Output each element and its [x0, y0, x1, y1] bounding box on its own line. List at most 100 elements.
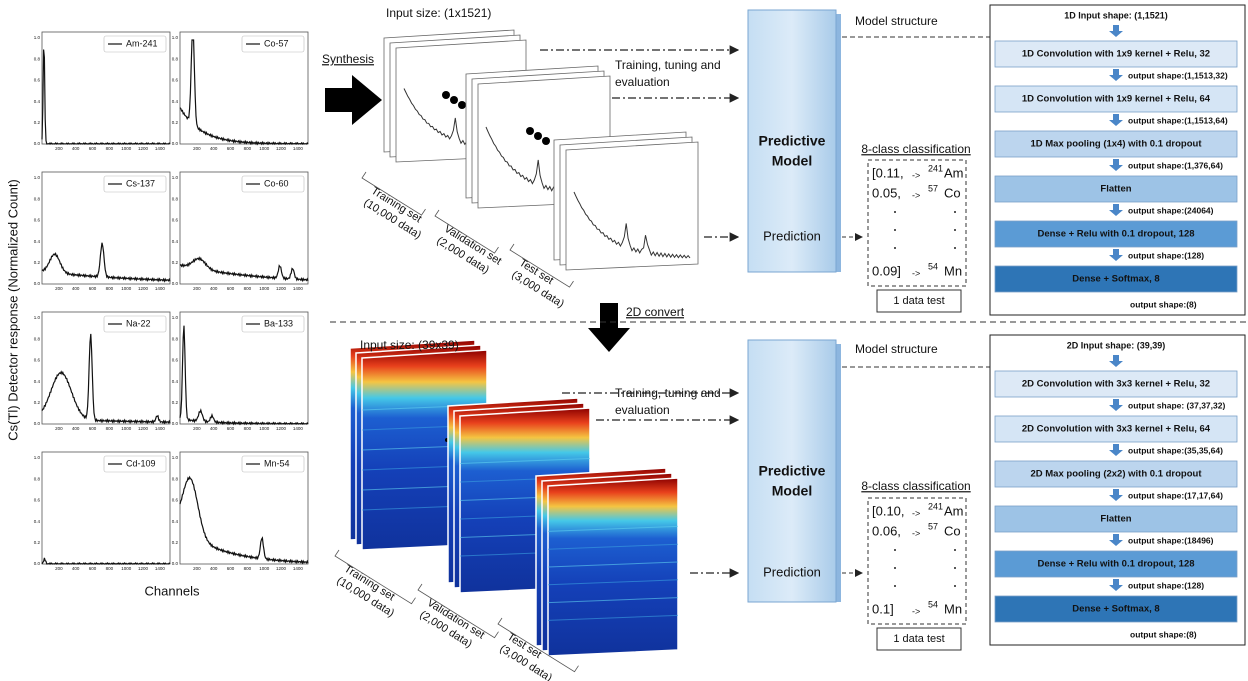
diagram: Cs(Tl) Detector response (Normalized Cou…	[0, 0, 1248, 681]
spectrum-curve	[42, 334, 170, 423]
spectrum-y-tick: 0.2	[172, 260, 179, 265]
vector-dot	[954, 211, 956, 213]
spectrum-x-tick: 1000	[121, 426, 132, 431]
vector-dot	[954, 229, 956, 231]
output-isotope: Am	[944, 503, 964, 518]
output-arrow: ->	[912, 528, 920, 538]
layer-output: output shape: (37,37,32)	[1128, 400, 1225, 410]
output-isotope: Mn	[944, 263, 962, 278]
legend-label: Mn-54	[264, 458, 290, 468]
spectrum-x-tick: 400	[72, 426, 80, 431]
spectrum-x-tick: 800	[106, 426, 114, 431]
spectrum-y-tick: 0.4	[34, 99, 41, 104]
spectrum-x-tick: 800	[106, 566, 114, 571]
spectrum-curve	[42, 243, 170, 282]
ellipsis-dot	[534, 132, 542, 140]
spectrum-x-tick: 1400	[293, 286, 304, 291]
spectrum-y-tick: 0.0	[34, 421, 41, 426]
x-axis-label: Channels	[145, 583, 200, 598]
spectrum-y-tick: 0.2	[172, 120, 179, 125]
ellipsis-dot	[526, 127, 534, 135]
spectrum-x-tick: 1400	[155, 426, 166, 431]
spectrum-x-tick: 800	[244, 146, 252, 151]
spectrum-x-tick: 1000	[259, 566, 270, 571]
spectrum-y-tick: 0.0	[172, 281, 179, 286]
spectrum-y-tick: 0.6	[34, 218, 41, 223]
spectrum-y-tick: 1.0	[34, 455, 41, 460]
layer-name: Dense + Softmax, 8	[1072, 274, 1159, 285]
spectrum-y-tick: 1.0	[172, 35, 179, 40]
legend-label: Co-60	[264, 178, 289, 188]
layer-output: output shape:(8)	[1130, 629, 1197, 639]
spectrum-y-tick: 0.0	[172, 141, 179, 146]
spectrum-y-tick: 0.8	[172, 336, 179, 341]
spectrum-x-tick: 200	[193, 426, 201, 431]
model-label: Predictive	[759, 133, 826, 149]
spectrum-y-tick: 0.6	[172, 218, 179, 223]
spectrum-x-tick: 800	[106, 146, 114, 151]
spectrum-x-tick: 1000	[121, 146, 132, 151]
legend-label: Cs-137	[126, 178, 155, 188]
layer-name: Dense + Softmax, 8	[1072, 604, 1159, 615]
spectrum-curve	[42, 50, 170, 145]
spectrum-curve	[180, 258, 308, 281]
vector-dot	[894, 567, 896, 569]
spectrum-y-tick: 0.8	[172, 56, 179, 61]
output-arrow: ->	[912, 170, 920, 180]
spectrum-x-tick: 1200	[138, 286, 149, 291]
spectrum-x-tick: 1200	[138, 566, 149, 571]
spectrum-y-tick: 1.0	[172, 175, 179, 180]
spectrum-x-tick: 800	[244, 286, 252, 291]
legend-label: Co-57	[264, 38, 289, 48]
layer-name: Dense + Relu with 0.1 dropout, 128	[1037, 229, 1194, 240]
spectrum-x-tick: 1400	[293, 426, 304, 431]
output-value: [0.10,	[872, 503, 905, 518]
vector-dot	[954, 549, 956, 551]
layer-output: output shape:(8)	[1130, 299, 1197, 309]
prediction-label: Prediction	[763, 228, 821, 243]
ellipsis-dot	[442, 91, 450, 99]
spectrum-x-tick: 200	[55, 286, 63, 291]
spectrum-x-tick: 1400	[155, 146, 166, 151]
spectrum-y-tick: 0.8	[172, 476, 179, 481]
layer-output: output shape:(128)	[1128, 250, 1204, 260]
spectrum-x-tick: 1200	[276, 566, 287, 571]
output-isotope-mass: 57	[928, 521, 938, 531]
output-isotope: Co	[944, 523, 961, 538]
layer-name: 2D Max pooling (2x2) with 0.1 dropout	[1030, 469, 1202, 480]
spectrum-y-tick: 0.2	[34, 400, 41, 405]
training-label: Training, tuning and	[615, 58, 721, 72]
layer-output: output shape:(1,376,64)	[1128, 160, 1223, 170]
input-shape: 2D Input shape: (39,39)	[1067, 340, 1166, 350]
spectrum-y-tick: 0.8	[172, 196, 179, 201]
spectrum-curve	[180, 477, 308, 563]
output-value: 0.1]	[872, 601, 894, 616]
layer-name: 1D Convolution with 1x9 kernel + Relu, 3…	[1022, 49, 1210, 60]
output-isotope-mass: 241	[928, 501, 943, 511]
spectrum-y-tick: 0.6	[34, 358, 41, 363]
output-isotope-mass: 241	[928, 163, 943, 173]
spectrum-y-tick: 0.0	[34, 141, 41, 146]
spectrum-x-tick: 1200	[138, 146, 149, 151]
spectrum-y-tick: 0.4	[172, 99, 179, 104]
spectrum-y-tick: 0.0	[34, 561, 41, 566]
spectrum-y-tick: 0.2	[34, 260, 41, 265]
spectrum-x-tick: 200	[193, 566, 201, 571]
training-label: Training, tuning and	[615, 386, 721, 400]
spectrum-x-tick: 600	[89, 426, 97, 431]
spectrum-x-tick: 600	[89, 566, 97, 571]
output-isotope-mass: 54	[928, 599, 938, 609]
spectrum-y-tick: 0.2	[172, 540, 179, 545]
vector-dot	[894, 211, 896, 213]
spectrum-x-tick: 400	[210, 566, 218, 571]
spectrum-y-tick: 0.8	[34, 336, 41, 341]
spectrum-y-tick: 0.6	[34, 498, 41, 503]
spectrum-x-tick: 400	[72, 146, 80, 151]
spectrum-y-tick: 0.0	[34, 281, 41, 286]
spectrum-y-tick: 1.0	[172, 455, 179, 460]
legend-label: Am-241	[126, 38, 158, 48]
output-arrow: ->	[912, 268, 920, 278]
vector-dot	[894, 549, 896, 551]
spectrum-x-tick: 200	[55, 146, 63, 151]
spectrum-x-tick: 600	[227, 146, 235, 151]
